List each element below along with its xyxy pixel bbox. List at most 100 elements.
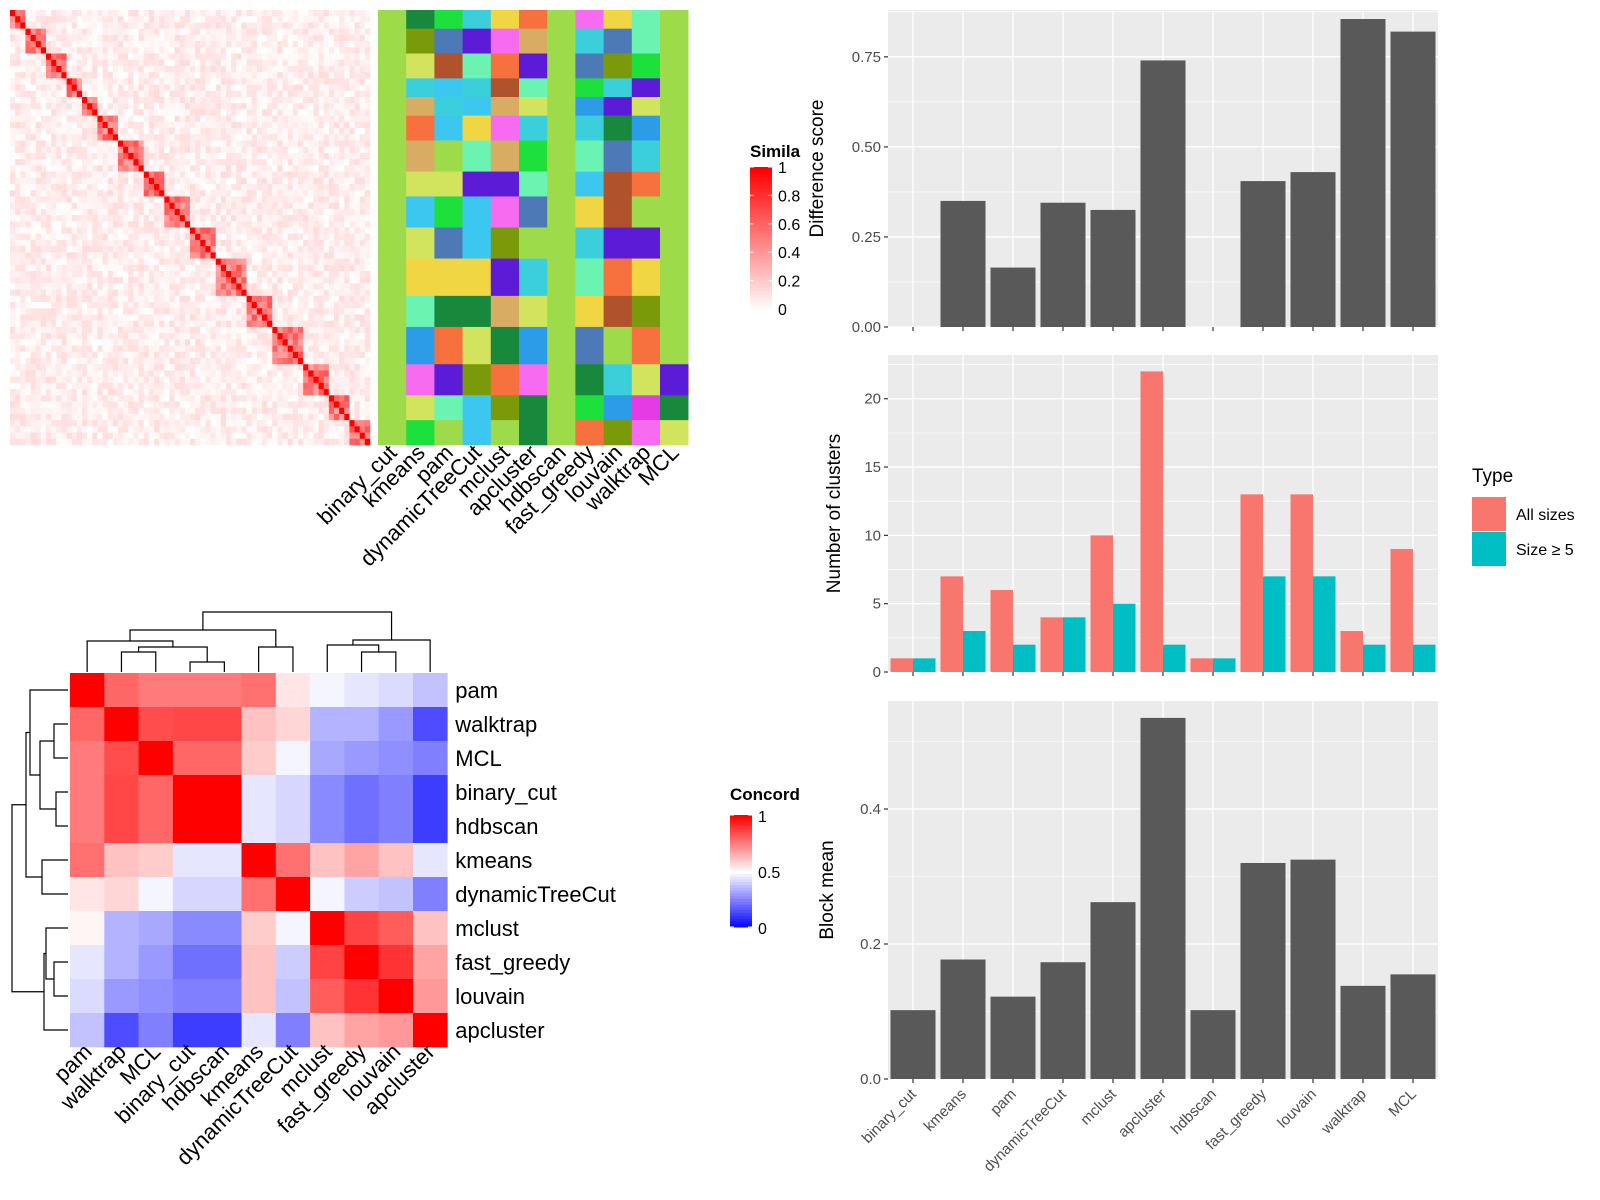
similarity-cell xyxy=(174,339,181,346)
similarity-cell xyxy=(40,171,47,179)
similarity-cell xyxy=(133,438,139,446)
similarity-cell xyxy=(318,314,325,322)
similarity-cell xyxy=(231,34,237,42)
cluster-label-cell xyxy=(462,53,492,79)
similarity-cell xyxy=(25,277,31,284)
similarity-cell xyxy=(328,271,335,278)
similarity-cell xyxy=(308,184,314,191)
similarity-cell xyxy=(344,252,350,259)
similarity-cell xyxy=(287,239,294,247)
similarity-cell xyxy=(339,22,345,29)
similarity-cell xyxy=(112,78,119,85)
similarity-cell xyxy=(118,65,124,73)
similarity-cell xyxy=(303,28,309,36)
similarity-cell xyxy=(164,345,170,353)
similarity-cell xyxy=(251,395,258,402)
similarity-cell xyxy=(195,389,201,396)
similarity-cell xyxy=(138,252,145,259)
similarity-cell xyxy=(51,10,57,17)
similarity-cell xyxy=(30,34,37,42)
similarity-cell xyxy=(112,252,119,259)
similarity-cell xyxy=(138,326,145,334)
similarity-cell xyxy=(169,121,175,129)
similarity-cell xyxy=(231,28,237,36)
similarity-cell xyxy=(30,333,37,340)
similarity-cell xyxy=(97,395,103,402)
similarity-cell xyxy=(200,426,206,433)
similarity-cell xyxy=(359,109,366,116)
similarity-cell xyxy=(231,239,237,247)
similarity-cell xyxy=(92,271,98,278)
similarity-cell xyxy=(164,358,170,365)
similarity-cell xyxy=(154,438,160,446)
similarity-cell xyxy=(267,165,273,172)
similarity-cell xyxy=(112,302,119,309)
similarity-cell xyxy=(349,190,355,197)
similarity-cell xyxy=(226,283,232,290)
similarity-cell xyxy=(277,401,283,409)
similarity-cell xyxy=(184,221,191,228)
similarity-cell xyxy=(112,221,119,228)
similarity-cell xyxy=(61,426,67,433)
cluster-label-cell xyxy=(406,395,435,421)
similarity-cell xyxy=(35,314,42,322)
cluster-label-cell xyxy=(519,78,548,98)
similarity-cell xyxy=(190,264,196,272)
similarity-cell xyxy=(210,320,217,328)
similarity-cell xyxy=(313,41,319,48)
similarity-cell xyxy=(138,165,145,172)
similarity-cell xyxy=(267,314,273,322)
similarity-cell xyxy=(138,264,145,272)
similarity-cell xyxy=(323,339,330,346)
similarity-cell xyxy=(318,121,325,129)
similarity-cell xyxy=(112,115,119,123)
similarity-cell xyxy=(339,28,345,36)
similarity-cell xyxy=(359,345,366,353)
similarity-cell xyxy=(61,432,67,440)
similarity-cell xyxy=(107,140,114,148)
similarity-cell xyxy=(102,364,109,371)
similarity-cell xyxy=(66,246,73,253)
cluster-label-cell xyxy=(434,227,463,259)
similarity-cell xyxy=(148,295,155,303)
cluster-label-cell xyxy=(434,326,463,365)
similarity-cell xyxy=(287,333,294,340)
similarity-cell xyxy=(179,159,186,166)
similarity-cell xyxy=(87,438,93,446)
similarity-cell xyxy=(87,115,93,123)
similarity-cell xyxy=(241,97,247,104)
similarity-cell xyxy=(344,177,350,185)
similarity-cell xyxy=(174,78,181,85)
similarity-cell xyxy=(323,128,330,135)
similarity-cell xyxy=(205,115,211,123)
similarity-cell xyxy=(128,227,134,235)
similarity-cell xyxy=(159,413,165,421)
similarity-cell xyxy=(354,426,361,433)
similarity-cell xyxy=(303,34,309,42)
similarity-cell xyxy=(231,215,237,222)
similarity-cell xyxy=(190,22,196,29)
similarity-cell xyxy=(92,258,98,266)
similarity-cell xyxy=(308,115,314,123)
similarity-cell xyxy=(123,41,129,48)
similarity-cell xyxy=(123,109,129,116)
similarity-cell xyxy=(313,202,319,210)
similarity-cell xyxy=(25,53,31,61)
similarity-cell xyxy=(282,382,289,390)
similarity-cell xyxy=(169,295,175,303)
similarity-cell xyxy=(107,295,114,303)
similarity-cell xyxy=(143,215,150,222)
similarity-cell xyxy=(298,389,304,396)
similarity-cell xyxy=(210,308,217,315)
similarity-cell xyxy=(190,109,196,116)
similarity-cell xyxy=(71,376,78,384)
similarity-cell xyxy=(143,103,150,110)
similarity-cell xyxy=(56,90,62,98)
similarity-cell xyxy=(10,140,16,148)
similarity-cell xyxy=(112,395,119,402)
similarity-cell xyxy=(138,78,145,85)
similarity-cell xyxy=(292,184,299,191)
similarity-cell xyxy=(349,382,355,390)
similarity-cell xyxy=(334,438,340,446)
similarity-cell xyxy=(298,196,304,203)
